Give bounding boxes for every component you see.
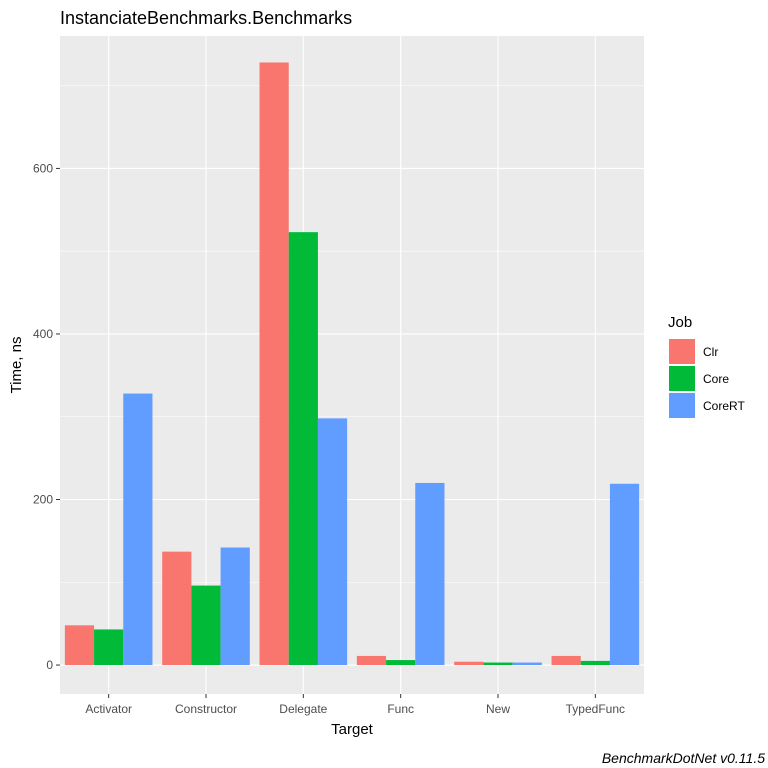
legend-key-clr [669, 339, 695, 364]
y-tick-label: 600 [33, 161, 53, 175]
bar-clr-delegate [259, 62, 289, 666]
bar-corert-new [512, 662, 542, 666]
bar-corert-delegate [317, 418, 348, 666]
bar-clr-constructor [162, 551, 192, 666]
bar-core-constructor [191, 585, 221, 666]
x-axis-ticks: Activator Constructor Delegate Func New Typed… [85, 694, 625, 716]
x-axis-title: Target [331, 721, 374, 738]
y-tick-label: 400 [33, 327, 53, 341]
bar-corert-activator [123, 393, 153, 666]
legend-label-core: Core [703, 372, 729, 386]
y-tick-label: 200 [33, 492, 53, 506]
bar-clr-func [356, 655, 387, 666]
y-axis-title: Time, ns [8, 337, 25, 394]
bar-corert-constructor [220, 547, 250, 666]
legend-title: Job [668, 314, 692, 331]
x-tick-label: Constructor [175, 702, 237, 716]
plot-panel [60, 36, 644, 694]
bar-core-delegate [288, 232, 318, 666]
bar-clr-typedfunc [551, 655, 581, 666]
x-tick-label: Activator [85, 702, 132, 716]
chart-title: InstanciateBenchmarks.Benchmarks [60, 8, 352, 28]
legend: Job Clr Core CoreRT [668, 314, 745, 418]
bar-clr-new [454, 661, 484, 666]
legend-key-core [669, 366, 695, 391]
bar-core-new [483, 662, 513, 666]
bar-core-func [386, 660, 416, 666]
bars [64, 62, 640, 666]
bar-corert-func [415, 482, 445, 666]
legend-items: Clr Core CoreRT [669, 339, 745, 418]
bar-clr-activator [64, 625, 95, 666]
bar-corert-typedfunc [609, 483, 640, 666]
y-axis-ticks: 0 200 400 600 [33, 161, 60, 672]
bar-core-activator [94, 629, 124, 666]
legend-label-corert: CoreRT [703, 399, 745, 413]
x-tick-label: New [486, 702, 510, 716]
bar-core-typedfunc [580, 660, 610, 666]
caption: BenchmarkDotNet v0.11.5 [602, 750, 765, 766]
x-tick-label: TypedFunc [566, 702, 625, 716]
legend-key-corert [669, 393, 695, 418]
x-tick-label: Func [387, 702, 414, 716]
legend-label-clr: Clr [703, 345, 718, 359]
y-tick-label: 0 [46, 658, 53, 672]
x-tick-label: Delegate [279, 702, 327, 716]
